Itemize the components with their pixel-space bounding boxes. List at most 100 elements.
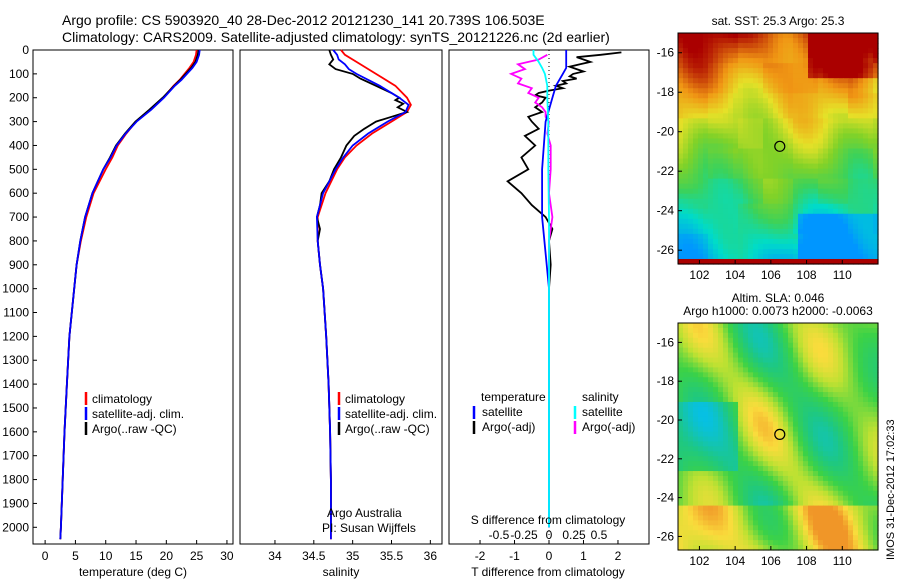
map-cell — [713, 173, 719, 180]
map-cell — [693, 208, 699, 215]
map-cell — [778, 123, 784, 130]
map-cell — [858, 218, 864, 225]
map-cell — [778, 113, 784, 119]
map-cell — [728, 143, 734, 150]
map-cell — [728, 198, 734, 205]
map-cell — [848, 495, 854, 502]
map-cell — [733, 490, 739, 497]
map-cell — [683, 475, 689, 482]
map-cell — [708, 148, 714, 155]
map-cell — [743, 33, 749, 39]
map-cell — [763, 471, 769, 477]
map-cell — [853, 392, 859, 398]
map-cell — [758, 436, 764, 443]
map-cell — [798, 461, 804, 467]
map-cell — [803, 168, 809, 175]
map-cell — [703, 367, 709, 373]
map-cell — [808, 198, 814, 205]
map-cell — [708, 327, 714, 334]
map-cell — [738, 43, 744, 49]
map-cell — [713, 238, 719, 245]
map-cell — [788, 461, 794, 467]
map-cell — [833, 337, 839, 344]
map-cell — [848, 73, 854, 79]
map-cell — [713, 451, 719, 457]
map-cell — [758, 183, 764, 190]
map-cell — [813, 466, 819, 472]
map-cell — [798, 233, 804, 240]
map-cell — [738, 53, 744, 59]
map-cell — [748, 223, 754, 230]
map-cell — [773, 108, 779, 114]
map-cell — [703, 500, 709, 507]
map-cell — [808, 461, 814, 467]
map-cell — [818, 446, 824, 452]
map-cell — [778, 367, 784, 373]
map-cell — [788, 372, 794, 378]
map-cell — [768, 480, 774, 487]
map-cell — [708, 238, 714, 245]
map-cell — [753, 446, 759, 452]
map-cell — [768, 103, 774, 109]
map-cell — [808, 392, 814, 398]
map-cell — [848, 143, 854, 150]
map-cell — [773, 406, 779, 413]
map-cell — [698, 73, 704, 79]
map-cell — [683, 431, 689, 438]
map-cell — [823, 233, 829, 240]
map-cell — [703, 377, 709, 383]
map-cell — [718, 198, 724, 205]
map-cell — [733, 441, 739, 447]
map-cell — [763, 208, 769, 215]
map-cell — [863, 153, 869, 160]
map-cell — [868, 158, 874, 165]
map-cell — [713, 73, 719, 79]
map-cell — [763, 78, 769, 84]
map-cell — [803, 485, 809, 492]
map-cell — [793, 93, 799, 99]
map-cell — [688, 43, 694, 49]
map-cell — [768, 173, 774, 180]
map-cell — [773, 43, 779, 49]
map-cell — [823, 520, 829, 526]
map-cell — [683, 238, 689, 245]
map-cell — [743, 178, 749, 185]
map-cell — [738, 163, 744, 170]
map-cell — [728, 93, 734, 99]
map-cell — [813, 500, 819, 507]
map-cell — [853, 362, 859, 369]
map-cell — [808, 228, 814, 235]
map-cell — [858, 108, 864, 114]
map-cell — [823, 515, 829, 521]
map-cell — [748, 218, 754, 225]
temperature-series — [59, 49, 201, 540]
map-cell — [753, 466, 759, 472]
map-cell — [693, 123, 699, 130]
map-cell — [683, 456, 689, 462]
map-cell — [708, 153, 714, 160]
salinity-panel: 34 34.5 35 35.5 36 salinity climatology sate… — [239, 49, 443, 579]
map-cell — [713, 530, 719, 536]
map-cell — [848, 88, 854, 94]
map-cell — [853, 248, 859, 255]
map-cell — [753, 58, 759, 64]
map-cell — [738, 352, 744, 359]
map-cell — [778, 173, 784, 180]
map-cell — [803, 203, 809, 210]
map-cell — [793, 63, 799, 69]
map-cell — [723, 153, 729, 160]
map-cell — [783, 525, 789, 531]
map-cell — [803, 128, 809, 135]
map-cell — [808, 158, 814, 165]
map-cell — [823, 48, 829, 54]
map-cell — [773, 490, 779, 497]
map-cell — [873, 233, 879, 240]
map-cell — [728, 510, 734, 517]
map-cell — [788, 73, 794, 79]
map-cell — [728, 332, 734, 339]
map-cell — [858, 118, 864, 124]
map-cell — [808, 520, 814, 526]
map-cell — [748, 515, 754, 521]
map-cell — [703, 342, 709, 349]
map-cell — [803, 466, 809, 472]
